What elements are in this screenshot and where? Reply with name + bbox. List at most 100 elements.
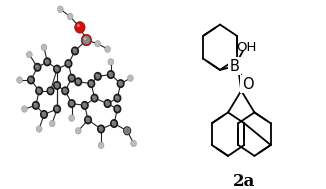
Circle shape (63, 88, 68, 94)
Text: 2a: 2a (233, 173, 256, 189)
Circle shape (37, 88, 39, 91)
Circle shape (113, 105, 121, 114)
Circle shape (94, 72, 102, 81)
Circle shape (106, 102, 109, 105)
Circle shape (125, 128, 127, 131)
Circle shape (124, 128, 130, 134)
Circle shape (99, 126, 101, 129)
Circle shape (33, 63, 42, 72)
Circle shape (55, 107, 57, 109)
Circle shape (68, 99, 76, 108)
Circle shape (83, 37, 86, 40)
Circle shape (45, 59, 50, 65)
Circle shape (69, 75, 74, 81)
Circle shape (43, 113, 45, 116)
Circle shape (56, 84, 58, 87)
Circle shape (89, 81, 94, 86)
Circle shape (125, 128, 130, 133)
Circle shape (98, 142, 104, 149)
Circle shape (77, 24, 80, 27)
Circle shape (110, 119, 118, 128)
Circle shape (35, 65, 40, 70)
Circle shape (75, 22, 85, 33)
Circle shape (53, 65, 61, 74)
Circle shape (66, 61, 68, 64)
Circle shape (75, 128, 81, 134)
Circle shape (57, 6, 63, 12)
Circle shape (38, 90, 40, 92)
Circle shape (42, 112, 44, 114)
Circle shape (37, 88, 42, 94)
Circle shape (70, 102, 73, 105)
Circle shape (107, 70, 115, 79)
Circle shape (95, 40, 101, 47)
Circle shape (29, 77, 31, 80)
Circle shape (40, 110, 48, 119)
Circle shape (127, 75, 133, 81)
Circle shape (108, 72, 113, 77)
Circle shape (115, 96, 117, 98)
Circle shape (56, 108, 58, 110)
Circle shape (29, 77, 33, 83)
Circle shape (105, 101, 107, 103)
Circle shape (54, 66, 60, 72)
Circle shape (41, 44, 47, 51)
Circle shape (55, 67, 57, 69)
Circle shape (69, 115, 75, 121)
Circle shape (87, 119, 89, 121)
Circle shape (68, 74, 76, 83)
Circle shape (108, 59, 114, 65)
Circle shape (69, 101, 71, 103)
Circle shape (64, 90, 67, 92)
Circle shape (84, 115, 92, 124)
Circle shape (45, 59, 47, 62)
Circle shape (96, 75, 99, 78)
Circle shape (63, 88, 65, 91)
Circle shape (81, 34, 92, 46)
Circle shape (73, 48, 78, 54)
Circle shape (115, 95, 120, 101)
Circle shape (69, 101, 74, 106)
Circle shape (113, 122, 115, 125)
Circle shape (70, 77, 73, 80)
Circle shape (109, 72, 111, 74)
Circle shape (76, 79, 78, 82)
Circle shape (35, 65, 37, 67)
Circle shape (67, 62, 70, 65)
Circle shape (117, 79, 125, 88)
Circle shape (90, 94, 98, 103)
Circle shape (36, 66, 39, 69)
Circle shape (17, 77, 22, 83)
Circle shape (54, 106, 60, 112)
Circle shape (64, 59, 72, 68)
Circle shape (96, 74, 97, 76)
Text: O: O (242, 77, 254, 92)
Circle shape (119, 82, 122, 85)
Circle shape (99, 126, 104, 132)
Circle shape (49, 120, 55, 127)
Circle shape (49, 90, 52, 92)
Circle shape (76, 79, 81, 84)
Circle shape (69, 76, 71, 78)
Circle shape (32, 101, 40, 110)
Circle shape (126, 129, 128, 132)
Circle shape (82, 103, 84, 105)
Circle shape (90, 82, 93, 85)
Circle shape (22, 106, 27, 112)
Circle shape (115, 107, 117, 109)
Circle shape (104, 99, 111, 108)
Circle shape (118, 81, 123, 86)
Circle shape (81, 101, 89, 110)
Circle shape (35, 86, 43, 95)
Circle shape (123, 126, 131, 135)
Circle shape (93, 97, 96, 99)
Circle shape (36, 126, 42, 132)
Circle shape (46, 60, 49, 63)
Circle shape (110, 73, 112, 76)
Circle shape (71, 46, 79, 56)
Circle shape (42, 112, 47, 117)
Circle shape (115, 106, 120, 112)
Circle shape (43, 57, 52, 66)
Circle shape (73, 48, 75, 51)
Circle shape (84, 38, 86, 40)
